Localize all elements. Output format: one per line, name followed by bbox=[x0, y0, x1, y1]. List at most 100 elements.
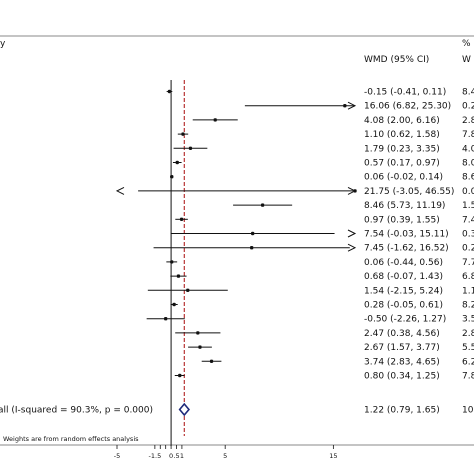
point-estimate bbox=[249, 246, 254, 250]
ci-text: 0.80 (0.34, 1.25) bbox=[364, 372, 440, 382]
ci-text: 0.06 (-0.44, 0.56) bbox=[364, 258, 443, 268]
weight-text: 7.8 bbox=[462, 130, 474, 140]
weight-text: 5.5 bbox=[462, 343, 474, 353]
study-column-header: y bbox=[0, 39, 6, 49]
point-estimate bbox=[170, 175, 174, 179]
study-row: 0.06 (-0.44, 0.56) 7.7 bbox=[166, 258, 474, 268]
point-estimate bbox=[176, 274, 181, 278]
weight-text: 1.1 bbox=[462, 286, 474, 296]
ci-text: 21.75 (-3.05, 46.55) bbox=[364, 187, 454, 197]
ci-text: 2.67 (1.57, 3.77) bbox=[364, 343, 440, 353]
study-row: 0.57 (0.17, 0.97) 8.0 bbox=[172, 159, 474, 169]
ci-text: 0.28 (-0.05, 0.61) bbox=[364, 301, 443, 311]
weight-text: 0.3 bbox=[462, 230, 474, 240]
point-estimate bbox=[181, 132, 185, 136]
weight-text: 6.8 bbox=[462, 272, 474, 282]
point-estimate bbox=[167, 89, 172, 94]
weight-text: 7.8 bbox=[462, 372, 474, 382]
study-row: 1.79 (0.23, 3.35) 4.0 bbox=[173, 144, 474, 154]
study-row: 8.46 (5.73, 11.19) 1.5 bbox=[233, 201, 474, 211]
weight-text: 8.0 bbox=[462, 159, 474, 169]
ci-text: 0.57 (0.17, 0.97) bbox=[364, 159, 440, 169]
weight-column-header-bottom: W bbox=[462, 55, 471, 65]
weight-column-header-top: % bbox=[462, 39, 471, 49]
study-row: 16.06 (6.82, 25.30) 0.2 bbox=[244, 101, 474, 112]
weight-text: 1.5 bbox=[462, 201, 474, 211]
weight-text: 7.7 bbox=[462, 258, 474, 268]
study-row: 2.47 (0.38, 4.56) 2.8 bbox=[175, 329, 474, 339]
weight-text: 2.8 bbox=[462, 116, 474, 126]
study-rows: -0.15 (-0.41, 0.11) 8.4 16.06 (6.82, 25.30… bbox=[115, 88, 474, 382]
overall-label: all (I-squared = 90.3%, p = 0.000) bbox=[0, 406, 153, 416]
weight-text: 0.2 bbox=[462, 102, 474, 112]
study-row: 7.54 (-0.03, 15.11) 0.3 bbox=[170, 229, 474, 240]
study-row: 0.97 (0.39, 1.55) 7.4 bbox=[175, 215, 474, 225]
study-row: 0.06 (-0.02, 0.14) 8.6 bbox=[170, 173, 474, 183]
ci-arrow-right bbox=[347, 243, 357, 252]
overall-row: all (I-squared = 90.3%, p = 0.000) 1.22 (… bbox=[0, 402, 474, 417]
ci-text: 0.97 (0.39, 1.55) bbox=[364, 215, 440, 225]
point-estimate bbox=[196, 331, 200, 335]
axis-tick-label: .5 bbox=[173, 452, 179, 460]
point-estimate bbox=[186, 288, 190, 292]
study-row: 21.75 (-3.05, 46.55) 0.0 bbox=[115, 186, 474, 197]
point-estimate bbox=[172, 302, 176, 307]
ci-arrow-right bbox=[347, 229, 357, 238]
weight-text: 2.8 bbox=[462, 329, 474, 339]
point-estimate bbox=[353, 189, 357, 193]
study-row: 1.54 (-2.15, 5.24) 1.1 bbox=[147, 286, 474, 296]
weight-text: 0.0 bbox=[462, 187, 474, 197]
axis-tick-label: -5 bbox=[114, 452, 120, 460]
ci-text: 8.46 (5.73, 11.19) bbox=[364, 201, 445, 211]
axis-tick-label: 5 bbox=[223, 452, 227, 460]
footnote: Weights are from random effects analysis bbox=[3, 435, 139, 443]
axis-tick-label: 0 bbox=[169, 452, 173, 460]
study-row: 3.74 (2.83, 4.65) 6.2 bbox=[201, 357, 474, 367]
point-estimate bbox=[175, 160, 179, 165]
weight-text: 8.6 bbox=[462, 173, 474, 183]
weight-text: 4.0 bbox=[462, 144, 474, 154]
overall-weight-text: 100 bbox=[462, 406, 474, 416]
ci-text: 2.47 (0.38, 4.56) bbox=[364, 329, 440, 339]
ci-text: 1.79 (0.23, 3.35) bbox=[364, 144, 440, 154]
weight-text: 8.2 bbox=[462, 301, 474, 311]
axis-tick-label: -1.5 bbox=[149, 452, 162, 460]
study-row: 0.80 (0.34, 1.25) 7.8 bbox=[174, 372, 474, 382]
study-row: 4.08 (2.00, 6.16) 2.8 bbox=[192, 116, 474, 126]
study-row: -0.15 (-0.41, 0.11) 8.4 bbox=[166, 88, 474, 98]
ci-arrow-left bbox=[115, 186, 125, 195]
ci-text: 1.54 (-2.15, 5.24) bbox=[364, 286, 443, 296]
weight-text: 0.2 bbox=[462, 244, 474, 254]
study-row: 1.10 (0.62, 1.58) 7.8 bbox=[177, 130, 474, 140]
point-estimate bbox=[188, 146, 193, 150]
study-row: -0.50 (-2.26, 1.27) 3.5 bbox=[146, 315, 474, 325]
point-estimate bbox=[209, 359, 214, 363]
point-estimate bbox=[178, 373, 182, 378]
ci-text: 7.54 (-0.03, 15.11) bbox=[364, 230, 449, 240]
axis-tick-label: 15 bbox=[329, 452, 337, 460]
weight-text: 7.4 bbox=[462, 215, 474, 225]
weight-text: 6.2 bbox=[462, 357, 474, 367]
point-estimate bbox=[343, 104, 347, 108]
study-row: 7.45 (-1.62, 16.52) 0.2 bbox=[153, 243, 474, 254]
ci-arrow-right bbox=[347, 101, 357, 110]
overall-diamond bbox=[178, 402, 190, 417]
ci-text: 0.06 (-0.02, 0.14) bbox=[364, 173, 443, 183]
overall-ci-text: 1.22 (0.79, 1.65) bbox=[364, 406, 440, 416]
study-row: 2.67 (1.57, 3.77) 5.5 bbox=[188, 343, 474, 353]
wmd-column-header: WMD (95% CI) bbox=[364, 55, 429, 65]
point-estimate bbox=[260, 203, 265, 207]
point-estimate bbox=[250, 231, 255, 236]
point-estimate bbox=[198, 345, 202, 349]
point-estimate bbox=[170, 260, 174, 264]
ci-text: 0.68 (-0.07, 1.43) bbox=[364, 272, 443, 282]
ci-text: 16.06 (6.82, 25.30) bbox=[364, 102, 451, 112]
ci-text: -0.15 (-0.41, 0.11) bbox=[364, 88, 446, 98]
weight-text: 8.4 bbox=[462, 88, 474, 98]
point-estimate bbox=[163, 317, 168, 321]
ci-text: 3.74 (2.83, 4.65) bbox=[364, 357, 440, 367]
x-axis: -5 -1.5 0.5 1 5 15 bbox=[114, 445, 338, 460]
weight-text: 3.5 bbox=[462, 315, 474, 325]
ci-text: 7.45 (-1.62, 16.52) bbox=[364, 244, 449, 254]
